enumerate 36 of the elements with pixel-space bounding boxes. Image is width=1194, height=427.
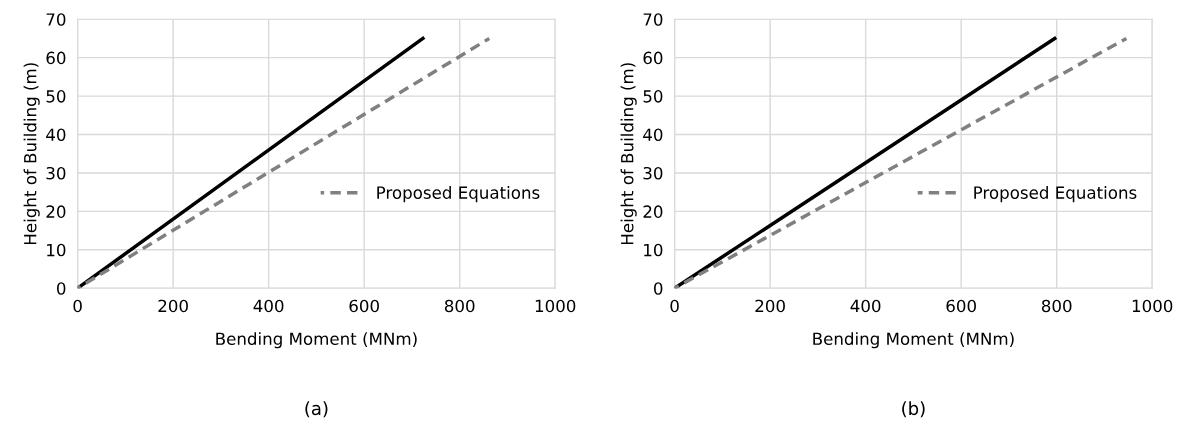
y-tick-label: 60 <box>643 51 663 65</box>
x-tick-label: 600 <box>349 299 379 313</box>
x-tick-label: 800 <box>1041 299 1072 313</box>
x-tick-label: 1000 <box>535 299 576 313</box>
y-tick-label: 40 <box>643 128 663 142</box>
y-tick-label: 50 <box>46 90 66 103</box>
x-tick-label: 200 <box>755 299 785 313</box>
y-tick-label: 40 <box>46 128 66 142</box>
y-tick-label: 10 <box>47 243 66 257</box>
x-tick-label: 400 <box>850 299 881 313</box>
y-tick-label: 20 <box>46 205 66 218</box>
y-tick-label: 30 <box>46 166 66 180</box>
y-axis-title: Height of Building (m) <box>23 63 40 245</box>
x-axis-title: Bending Moment (MNm) <box>813 332 1014 349</box>
y-tick-label: 70 <box>46 13 66 26</box>
x-tick-label: 600 <box>946 299 976 313</box>
legend-label: Proposed Equations <box>377 186 540 203</box>
x-tick-label: 0 <box>670 299 679 313</box>
y-tick-label: 50 <box>643 90 663 103</box>
text: (a) <box>305 401 328 418</box>
y-tick-label: 20 <box>643 205 663 218</box>
text: (b) <box>902 401 925 418</box>
x-axis-title: Bending Moment (MNm) <box>216 332 417 349</box>
x-tick-label: 200 <box>158 299 188 313</box>
x-tick-label: 400 <box>253 299 284 313</box>
y-tick-label: 0 <box>653 282 663 295</box>
y-tick-label: 70 <box>643 13 663 26</box>
y-tick-label: 0 <box>56 282 66 295</box>
y-tick-label: 60 <box>46 51 66 65</box>
x-tick-label: 800 <box>444 299 475 313</box>
x-tick-label: 1000 <box>1132 299 1173 313</box>
y-tick-label: 10 <box>644 243 663 257</box>
y-axis-title: Height of Building (m) <box>620 63 637 245</box>
legend-label: Proposed Equations <box>974 186 1137 203</box>
x-tick-label: 0 <box>73 299 82 313</box>
y-tick-label: 30 <box>643 166 663 180</box>
